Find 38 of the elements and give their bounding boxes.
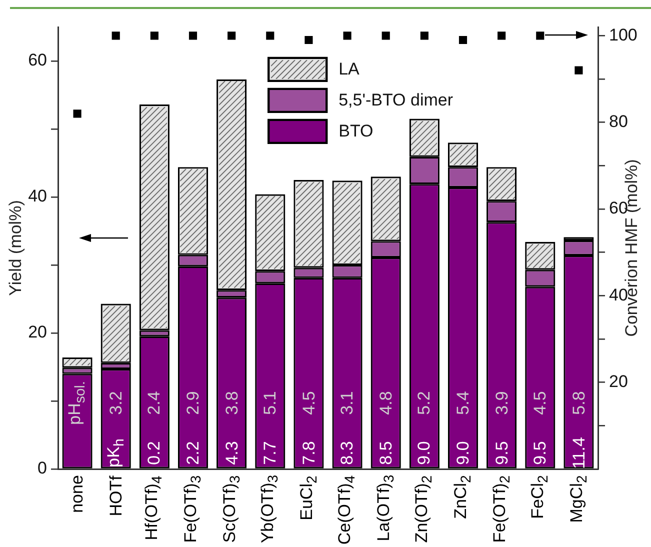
annotation: 2.2 xyxy=(184,441,202,465)
annotation: 11.4 xyxy=(569,437,588,469)
x-tick-label: HOTf xyxy=(106,475,126,516)
annotation: 3.2 xyxy=(106,391,126,415)
annotation: 7.8 xyxy=(299,441,318,465)
x-tick-label: none xyxy=(68,475,87,513)
legend-label: BTO xyxy=(338,122,374,141)
annotation: 9.0 xyxy=(414,441,434,465)
y-axis-title: Yield (mol%) xyxy=(6,200,26,296)
y-tick-label: 60 xyxy=(28,50,47,70)
annotation: 5.4 xyxy=(454,391,472,415)
annotation: 4.8 xyxy=(376,391,396,415)
y-tick-label: 20 xyxy=(28,322,47,342)
annotation: 2.9 xyxy=(184,391,202,415)
annotation: 4.5 xyxy=(299,391,318,415)
annotation: 9.5 xyxy=(530,441,550,465)
annotation: 9.5 xyxy=(492,441,512,465)
y-tick-label: 0 xyxy=(38,458,47,478)
y-tick-label: 40 xyxy=(28,186,47,206)
annotation: 4.5 xyxy=(530,391,550,415)
y2-tick-label: 80 xyxy=(609,112,628,132)
y2-tick-label: 100 xyxy=(609,25,638,44)
annotation: 5.1 xyxy=(260,391,280,415)
annotation: 3.8 xyxy=(222,391,242,415)
annotation: 8.5 xyxy=(376,441,396,465)
annotation: 9.0 xyxy=(454,441,472,465)
annotation: 7.7 xyxy=(260,441,280,465)
annotation: 5.8 xyxy=(569,391,588,415)
annotation: 3.9 xyxy=(492,391,512,415)
annotation: 5.2 xyxy=(414,391,434,415)
annotation: 4.3 xyxy=(222,441,242,465)
legend-label: 5,5'-BTO dimer xyxy=(338,90,454,110)
annotation: 8.3 xyxy=(338,441,357,465)
annotation: 0.2 xyxy=(144,441,164,465)
legend-label: LA xyxy=(338,60,360,79)
y2-tick-label: 20 xyxy=(609,372,628,392)
annotation: 2.4 xyxy=(144,391,164,415)
annotation: 3.1 xyxy=(338,391,357,415)
